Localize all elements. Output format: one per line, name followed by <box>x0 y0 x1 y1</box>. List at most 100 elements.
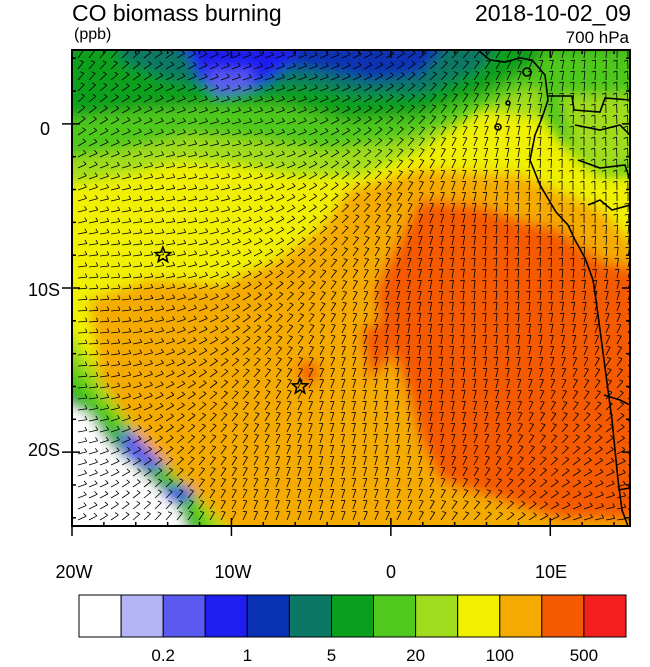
wind-barb <box>550 246 552 257</box>
wind-barb-flag <box>216 151 220 156</box>
wind-barb <box>308 98 318 103</box>
wind-barb <box>132 417 142 422</box>
wind-barb <box>495 126 500 136</box>
wind-barb-flag <box>232 500 237 502</box>
wind-barb <box>242 284 252 290</box>
wind-barb <box>484 490 492 499</box>
wind-barb-flag <box>92 93 97 97</box>
wind-barb-flag <box>608 401 613 405</box>
wind-barb <box>209 414 217 422</box>
wind-barb <box>231 65 241 70</box>
wind-barb <box>451 280 454 290</box>
wind-barb <box>561 504 571 510</box>
wind-barb-flag <box>460 224 465 227</box>
wind-barb <box>198 339 208 345</box>
wind-barb <box>88 429 98 433</box>
wind-barb <box>297 250 306 257</box>
wind-barb-flag <box>438 312 443 315</box>
wind-barb-flag <box>137 468 141 472</box>
wind-barb-flag <box>336 106 340 110</box>
wind-barb <box>396 467 401 477</box>
wind-barb-flag <box>160 392 164 396</box>
wind-barb <box>605 506 615 510</box>
wind-barb <box>407 445 411 455</box>
wind-barb-flag <box>301 258 306 262</box>
wind-barb <box>451 51 459 59</box>
wind-barb-flag <box>83 161 87 165</box>
wind-barb-flag <box>320 346 325 348</box>
wind-barb <box>506 126 510 136</box>
wind-barb-flag <box>400 72 405 76</box>
wind-barb <box>319 357 325 367</box>
wind-barb <box>440 247 444 257</box>
wind-barb <box>297 347 304 356</box>
wind-barb-flag <box>396 236 402 238</box>
wind-barb-flag <box>291 193 296 198</box>
wind-barb-flag <box>507 60 512 62</box>
wind-barb-flag <box>482 224 487 227</box>
wind-barb-flag <box>137 446 142 450</box>
wind-barb <box>572 357 578 367</box>
wind-barb-flag <box>401 50 405 54</box>
wind-barb-flag <box>170 61 175 65</box>
wind-barb-flag <box>587 434 592 438</box>
wind-barb-flag <box>471 257 476 260</box>
wind-barb-flag <box>200 478 205 481</box>
colorbar-label: 100 <box>485 646 514 665</box>
wind-barb-flag <box>168 500 173 503</box>
wind-barb-flag <box>592 279 597 282</box>
wind-barb <box>319 65 329 70</box>
wind-barb-flag <box>462 456 467 458</box>
wind-barb-flag <box>574 412 579 415</box>
wind-barb-flag <box>548 92 553 95</box>
wind-barb-flag <box>211 445 216 448</box>
wind-barb <box>473 137 478 147</box>
wind-barb-flag <box>226 62 230 66</box>
wind-barb <box>451 269 454 279</box>
wind-barb <box>616 335 622 345</box>
wind-barb <box>561 280 564 290</box>
wind-barb <box>429 501 435 510</box>
wind-barb <box>242 511 248 521</box>
wind-barb <box>132 243 142 246</box>
wind-barb-flag <box>464 82 469 85</box>
wind-barb-flag <box>591 224 596 227</box>
wind-barb <box>374 226 381 235</box>
wind-barb <box>308 206 317 213</box>
wind-barb <box>341 108 351 114</box>
wind-barb <box>495 50 502 59</box>
wind-barb-flag <box>486 60 491 62</box>
wind-barb <box>165 394 175 400</box>
wind-barb-flag <box>319 357 325 359</box>
wind-barb <box>539 115 542 125</box>
wind-barb-flag <box>600 480 604 484</box>
wind-barb-flag <box>460 235 465 238</box>
wind-barb-flag <box>159 402 164 407</box>
wind-barb <box>187 447 195 455</box>
wind-barb-flag <box>242 500 247 502</box>
wind-barb-flag <box>150 327 154 332</box>
wind-barb-flag <box>460 356 465 359</box>
wind-barb-flag <box>169 467 173 471</box>
wind-barb <box>473 346 476 356</box>
wind-barb <box>627 125 629 136</box>
wind-barb <box>231 99 241 103</box>
wind-barb <box>286 228 295 235</box>
wind-barb-flag <box>94 458 98 463</box>
colorbar-swatch <box>583 594 627 638</box>
wind-barb <box>462 291 465 301</box>
wind-barb-flag <box>300 291 305 294</box>
wind-barb <box>341 511 346 521</box>
wind-barb <box>99 287 110 290</box>
wind-barb <box>77 265 87 268</box>
wind-barb-flag <box>482 257 487 260</box>
wind-barb-flag <box>486 489 491 492</box>
wind-barb <box>209 87 219 92</box>
wind-barb <box>616 224 618 235</box>
wind-barb <box>462 434 467 444</box>
wind-barb-flag <box>171 337 175 342</box>
wind-barb-flag <box>270 205 274 209</box>
wind-barb <box>374 489 379 499</box>
wind-barb-flag <box>405 367 410 370</box>
wind-barb-flag <box>245 357 250 361</box>
